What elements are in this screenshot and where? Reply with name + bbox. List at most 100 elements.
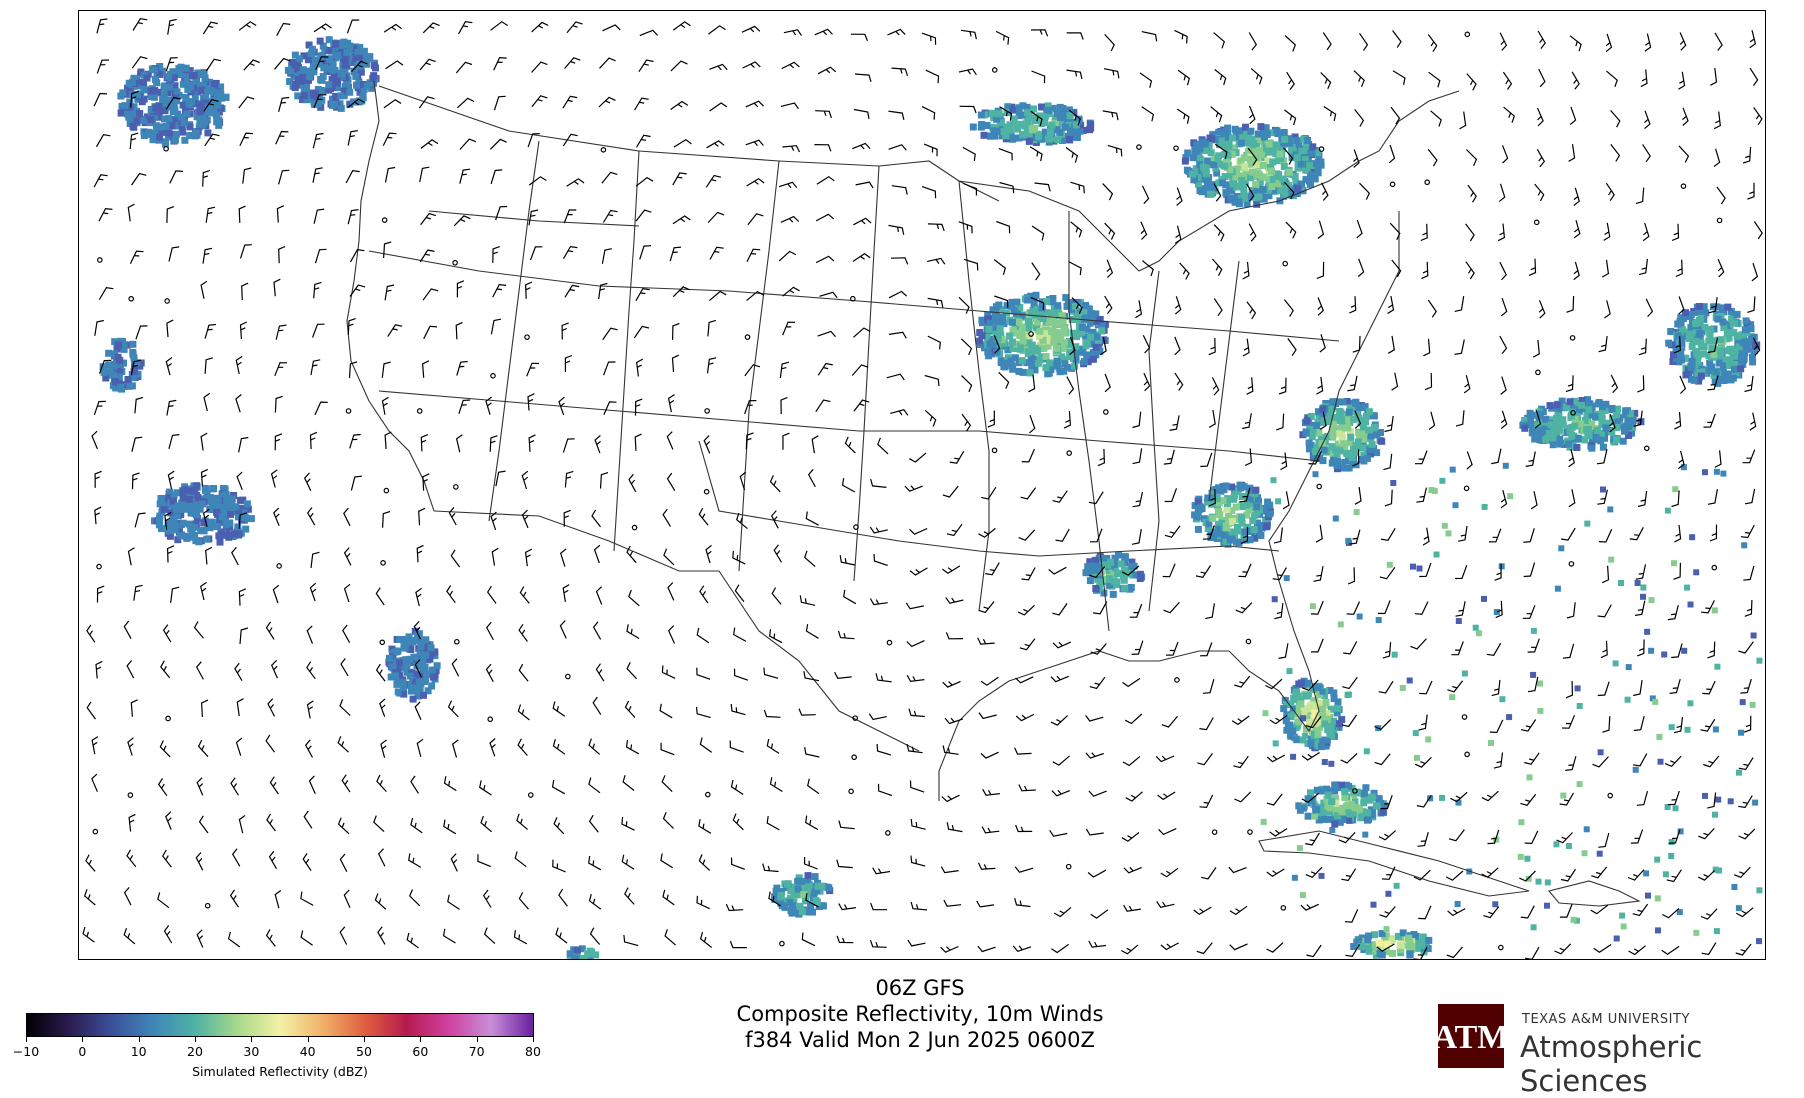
wind-barb — [736, 512, 748, 530]
reflectivity-pixel — [1321, 759, 1328, 765]
logo-emblem: ATM — [1438, 1019, 1504, 1056]
reflectivity-pixel — [1006, 332, 1014, 340]
reflectivity-pixel — [1547, 421, 1555, 429]
reflectivity-pixel — [172, 69, 180, 77]
reflectivity-pixel — [1322, 699, 1330, 707]
wind-barb — [1066, 32, 1084, 40]
reflectivity-pixel — [303, 84, 311, 91]
reflectivity-pixel — [309, 67, 317, 75]
reflectivity-pixel — [292, 80, 300, 88]
reflectivity-pixel — [299, 96, 307, 104]
reflectivity-pixel — [227, 510, 235, 518]
reflectivity-pixel — [1385, 890, 1392, 897]
reflectivity-pixel — [1665, 339, 1673, 347]
wind-barb — [852, 142, 871, 150]
reflectivity-pixel — [1568, 431, 1576, 439]
reflectivity-pixel — [213, 508, 221, 516]
wind-barb — [816, 175, 835, 185]
reflectivity-pixel — [144, 70, 152, 78]
reflectivity-pixel — [1190, 154, 1197, 162]
reflectivity-pixel — [796, 902, 804, 910]
reflectivity-pixel — [128, 382, 136, 390]
wind-barb — [1387, 335, 1395, 354]
wind-barb — [1195, 565, 1212, 578]
reflectivity-pixel — [1585, 432, 1593, 439]
reflectivity-pixel — [411, 627, 419, 635]
reflectivity-pixel — [1310, 454, 1318, 462]
reflectivity-pixel — [1622, 411, 1630, 418]
reflectivity-pixel — [1092, 343, 1100, 351]
reflectivity-pixel — [1127, 584, 1135, 591]
reflectivity-pixel — [1378, 437, 1386, 445]
reflectivity-pixel — [1712, 811, 1718, 818]
reflectivity-pixel — [1128, 558, 1136, 566]
reflectivity-pixel — [1253, 173, 1261, 180]
reflectivity-pixel — [1087, 333, 1095, 341]
wind-barb — [1752, 337, 1761, 356]
reflectivity-pixel — [1680, 328, 1688, 336]
wind-barb — [1356, 219, 1363, 239]
reflectivity-pixel — [1613, 411, 1620, 419]
reflectivity-pixel — [1024, 318, 1032, 326]
reflectivity-pixel — [1619, 437, 1627, 445]
reflectivity-pixel — [1632, 766, 1639, 773]
reflectivity-pixel — [995, 110, 1003, 118]
calm-wind-marker — [1568, 561, 1575, 567]
wind-barb — [1679, 32, 1687, 51]
reflectivity-pixel — [432, 667, 440, 675]
reflectivity-pixel — [156, 133, 164, 141]
wind-barb — [837, 630, 855, 640]
reflectivity-pixel — [1558, 397, 1566, 405]
reflectivity-pixel — [356, 88, 364, 96]
reflectivity-pixel — [1734, 339, 1742, 347]
reflectivity-pixel — [428, 666, 436, 674]
reflectivity-pixel — [1507, 493, 1514, 500]
reflectivity-pixel — [1223, 524, 1231, 532]
wind-barb — [1677, 450, 1685, 470]
wind-barb — [782, 145, 801, 153]
wind-barb — [924, 409, 937, 427]
wind-barb — [1488, 528, 1502, 543]
wind-barb — [1104, 373, 1111, 393]
wind-barb — [339, 699, 351, 716]
wind-barb — [1316, 261, 1325, 279]
wind-barb — [1633, 715, 1645, 732]
reflectivity-pixel — [1068, 305, 1076, 313]
reflectivity-pixel — [211, 109, 219, 117]
us-west-coast — [346, 80, 435, 512]
reflectivity-pixel — [99, 363, 107, 371]
wind-barb — [1664, 755, 1682, 768]
reflectivity-pixel — [192, 79, 200, 87]
reflectivity-pixel — [1685, 330, 1693, 338]
wind-barb — [410, 775, 420, 794]
reflectivity-pixel — [413, 662, 421, 670]
reflectivity-pixel — [1053, 109, 1061, 117]
wind-barb — [602, 24, 621, 32]
reflectivity-pixel — [1019, 368, 1027, 376]
wind-barb — [1668, 829, 1681, 844]
wind-barb — [703, 435, 711, 454]
reflectivity-pixel — [351, 53, 358, 61]
reflectivity-pixel — [308, 45, 316, 53]
wind-barb — [160, 660, 171, 679]
wind-barb — [1481, 867, 1499, 878]
wind-barb — [1085, 752, 1104, 759]
reflectivity-pixel — [1359, 423, 1367, 431]
reflectivity-pixel — [1613, 935, 1620, 942]
wind-barb — [1388, 144, 1396, 164]
wind-barb — [1017, 604, 1035, 616]
wind-barb — [94, 319, 104, 336]
wind-barb — [309, 431, 318, 450]
calm-wind-marker — [96, 563, 102, 570]
reflectivity-pixel — [1710, 351, 1718, 358]
wind-barb — [1199, 717, 1214, 731]
reflectivity-pixel — [1219, 141, 1227, 149]
reflectivity-pixel — [1559, 416, 1567, 424]
wind-barb — [1638, 338, 1647, 356]
wind-barb — [1347, 375, 1358, 392]
wind-barb — [1300, 903, 1319, 911]
wind-barb — [1125, 791, 1143, 802]
wind-barb — [493, 95, 506, 111]
wind-barb — [906, 674, 925, 683]
reflectivity-pixel — [1394, 932, 1402, 940]
